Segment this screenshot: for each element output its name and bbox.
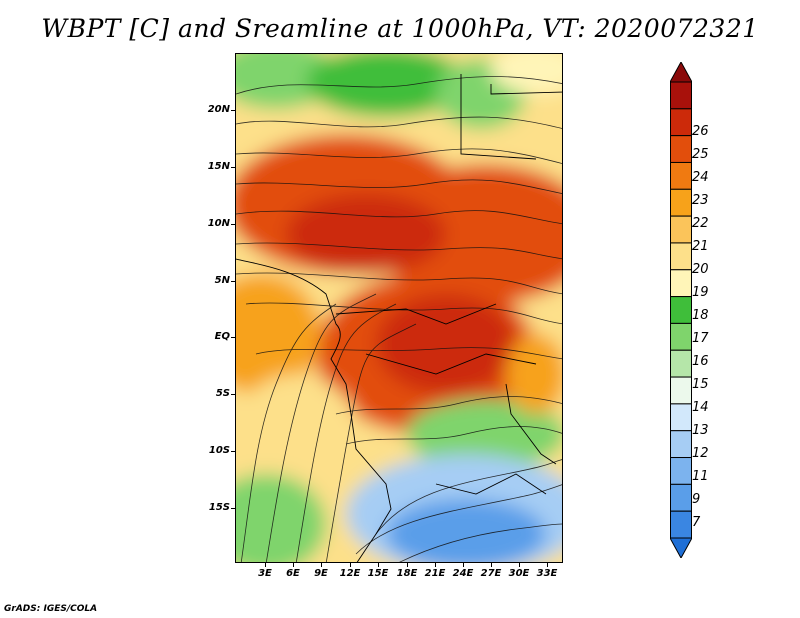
lat-tick xyxy=(231,451,235,452)
colorbar-bin xyxy=(670,215,692,244)
grads-credit: GrADS: IGES/COLA xyxy=(4,604,98,614)
colorbar-label: 16 xyxy=(692,354,709,369)
lon-tick xyxy=(547,563,548,567)
colorbar-label: 11 xyxy=(692,469,709,484)
lon-tick xyxy=(519,563,520,567)
colorbar-label: 17 xyxy=(692,331,709,346)
colorbar-bin xyxy=(670,108,692,137)
colorbar-label: 20 xyxy=(692,262,709,277)
lon-label: 18E xyxy=(396,568,418,579)
lat-tick xyxy=(231,110,235,111)
colorbar xyxy=(670,62,692,558)
colorbar-label: 25 xyxy=(692,147,709,162)
colorbar-bin xyxy=(670,457,692,485)
lon-label: 15E xyxy=(367,568,389,579)
colorbar-label: 9 xyxy=(692,492,701,507)
lon-tick xyxy=(378,563,379,567)
colorbar-label: 19 xyxy=(692,285,709,300)
colorbar-label: 12 xyxy=(692,446,709,461)
colorbar-bin xyxy=(670,188,692,217)
lon-tick xyxy=(491,563,492,567)
lat-label: 5S xyxy=(215,388,230,399)
lon-label: 27E xyxy=(480,568,502,579)
colorbar-label: 13 xyxy=(692,423,709,438)
lon-label: 30E xyxy=(508,568,530,579)
lon-label: 12E xyxy=(339,568,361,579)
colorbar-label: 26 xyxy=(692,124,709,139)
colorbar-bin xyxy=(670,296,692,324)
colorbar-bin xyxy=(670,322,692,351)
colorbar-bin xyxy=(670,269,692,298)
colorbar-label: 21 xyxy=(692,239,709,254)
lat-label: EQ xyxy=(214,331,230,342)
lat-tick xyxy=(231,394,235,395)
lat-label: 20N xyxy=(207,104,230,115)
lon-tick xyxy=(321,563,322,567)
colorbar-bin xyxy=(670,161,692,190)
colorbar-bin xyxy=(670,242,692,271)
colorbar-bin xyxy=(670,349,692,378)
lon-label: 21E xyxy=(424,568,446,579)
lat-label: 10N xyxy=(207,218,230,229)
colorbar-bin xyxy=(670,430,692,459)
map-title: WBPT [C] and Sreamline at 1000hPa, VT: 2… xyxy=(41,14,759,43)
colorbar-bin xyxy=(670,403,692,432)
lat-tick xyxy=(231,224,235,225)
colorbar-label: 18 xyxy=(692,308,709,323)
lon-label: 3E xyxy=(258,568,272,579)
colorbar-bin xyxy=(670,510,692,539)
lat-tick xyxy=(231,281,235,282)
colorbar-label: 24 xyxy=(692,170,709,185)
colorbar-bin xyxy=(670,135,692,163)
wbpt-field xyxy=(236,54,562,562)
colorbar-bin xyxy=(670,483,692,512)
colorbar-label: 7 xyxy=(692,515,701,530)
lon-tick xyxy=(265,563,266,567)
lat-label: 15S xyxy=(208,502,230,513)
colorbar-arrow-top xyxy=(670,62,692,83)
lat-tick xyxy=(231,508,235,509)
lon-tick xyxy=(293,563,294,567)
lon-tick xyxy=(435,563,436,567)
lon-tick xyxy=(350,563,351,567)
lon-tick xyxy=(407,563,408,567)
colorbar-label: 14 xyxy=(692,400,709,415)
lon-label: 24E xyxy=(452,568,474,579)
lon-tick xyxy=(463,563,464,567)
lon-label: 6E xyxy=(286,568,300,579)
colorbar-bin xyxy=(670,376,692,405)
map-panel xyxy=(235,53,563,563)
lon-label: 33E xyxy=(536,568,558,579)
colorbar-label: 23 xyxy=(692,193,709,208)
colorbar-arrow-bottom xyxy=(670,537,692,558)
lat-tick xyxy=(231,167,235,168)
colorbar-label: 22 xyxy=(692,216,709,231)
colorbar-bin xyxy=(670,81,692,110)
colorbar-label: 15 xyxy=(692,377,709,392)
lat-tick xyxy=(231,337,235,338)
lon-label: 9E xyxy=(314,568,328,579)
lat-label: 15N xyxy=(207,161,230,172)
lat-label: 10S xyxy=(208,445,230,456)
lat-label: 5N xyxy=(214,275,230,286)
